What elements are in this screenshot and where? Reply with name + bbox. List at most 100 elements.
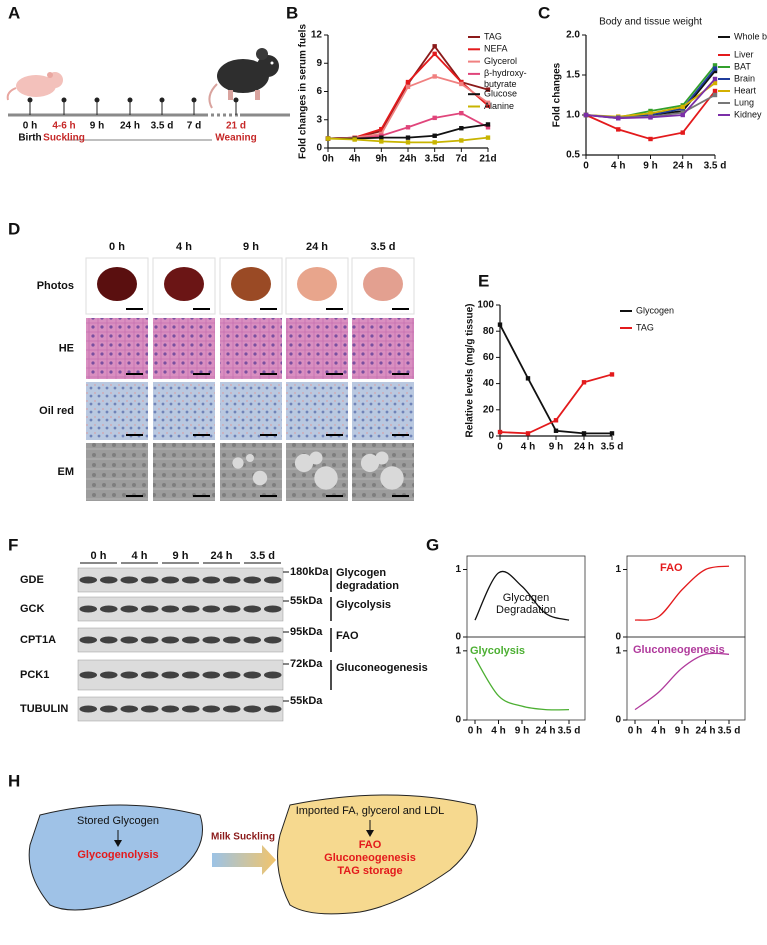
blot-band	[161, 636, 179, 644]
data-point	[379, 139, 384, 144]
x-tick-label: 24 h	[695, 726, 715, 737]
x-tick-label: 3.5 d	[718, 726, 741, 737]
x-tick-label: 3.5 d	[601, 442, 624, 453]
legend-label: TAG	[636, 322, 654, 332]
timeline-dot	[27, 97, 33, 103]
timeline-dot	[233, 97, 239, 103]
data-point	[609, 431, 615, 436]
model-before-process: Glycogenolysis	[77, 849, 158, 861]
timeline-dot	[191, 97, 197, 103]
data-point	[459, 126, 464, 131]
model-after-process: FAO	[359, 839, 382, 851]
lipid-droplet	[232, 457, 244, 469]
blot-band	[141, 605, 159, 613]
pathway-label: Glycogen degradation	[336, 567, 399, 592]
plot-frame	[466, 636, 586, 721]
legend-label: Kidney	[734, 109, 762, 119]
x-tick-label: 3.5 d	[704, 161, 727, 172]
panel-label: B	[286, 3, 298, 22]
data-point	[485, 135, 491, 140]
y-tick-label: 9	[316, 58, 322, 69]
y-tick-label: 1.5	[566, 70, 580, 81]
size-label: 95kDa	[290, 626, 323, 638]
panel-label: H	[8, 771, 20, 790]
data-point	[680, 110, 685, 115]
protein-label: GCK	[20, 603, 45, 615]
blot-band	[120, 705, 138, 713]
data-point	[459, 81, 464, 87]
model-after-process: Gluconeogenesis	[324, 852, 416, 864]
blot-band	[223, 671, 241, 679]
blot-band	[100, 671, 118, 679]
data-point	[583, 112, 589, 118]
x-tick-label: 4 h	[651, 726, 665, 737]
model-before-source: Stored Glycogen	[77, 815, 159, 827]
blot-band	[141, 636, 159, 644]
data-point	[405, 84, 411, 89]
y-tick-label: 1	[455, 645, 461, 656]
legend-label: Brain	[734, 73, 755, 83]
lipid-droplet	[252, 470, 268, 486]
data-point	[405, 79, 411, 85]
blot-band	[182, 576, 200, 584]
axes	[327, 35, 488, 149]
size-label: 55kDa	[290, 595, 323, 607]
x-tick-label: 9 h	[675, 726, 689, 737]
y-tick-label: 1	[455, 564, 461, 575]
y-tick-label: 0	[615, 632, 621, 643]
y-tick-label: 20	[483, 404, 495, 415]
blot-band	[182, 636, 200, 644]
micrograph	[286, 382, 348, 440]
protein-label: TUBULIN	[20, 703, 68, 715]
curve-label: Glycolysis	[470, 645, 525, 657]
data-point	[616, 127, 621, 132]
blot-band	[223, 636, 241, 644]
lipid-droplet	[309, 451, 323, 465]
lane-header: 9 h	[173, 550, 189, 562]
data-point	[432, 115, 437, 121]
data-point	[680, 104, 685, 110]
y-tick-label: 3	[316, 114, 322, 125]
series-line	[634, 652, 730, 711]
blot-band	[141, 576, 159, 584]
blot-band	[161, 576, 179, 584]
timeline-time: 0 h	[23, 121, 37, 132]
blot-band	[202, 576, 220, 584]
x-tick-label: 24 h	[673, 161, 693, 172]
legend-label: Lung	[734, 97, 754, 107]
legend-label: Alanine	[484, 101, 514, 111]
blot-band	[79, 636, 97, 644]
pathway-label: Gluconeogenesis	[336, 662, 428, 674]
model-transition: Milk Suckling	[211, 832, 275, 843]
data-point	[525, 431, 531, 436]
timeline-event: Weaning	[215, 133, 256, 144]
y-tick-label: 0.5	[566, 150, 580, 161]
lane-header: 3.5 d	[250, 550, 275, 562]
series-line	[499, 373, 613, 435]
micrograph	[220, 382, 282, 440]
x-tick-label: 3.5d	[425, 154, 445, 165]
y-tick-label: 12	[311, 30, 323, 41]
lane-header: 4 h	[132, 550, 148, 562]
model-after-source: Imported FA, glycerol and LDL	[296, 805, 445, 817]
y-tick-label: 6	[316, 86, 322, 97]
row-label: Photos	[37, 280, 74, 292]
x-tick-label: 9h	[375, 154, 387, 165]
adult-mouse	[208, 48, 279, 109]
blot-band	[243, 576, 261, 584]
data-point	[712, 88, 718, 94]
data-point	[648, 115, 653, 120]
data-point	[352, 137, 357, 142]
liver-after	[277, 794, 478, 915]
timeline-time: 7 d	[187, 121, 201, 132]
blot-band	[264, 705, 282, 713]
curve-label: FAO	[660, 562, 683, 574]
data-point	[712, 66, 718, 71]
data-point	[459, 110, 464, 116]
data-point	[405, 135, 411, 140]
size-label: 72kDa	[290, 658, 323, 670]
data-point	[712, 68, 718, 74]
data-point	[581, 431, 587, 436]
data-point	[616, 116, 621, 121]
y-tick-label: 1	[615, 564, 621, 575]
